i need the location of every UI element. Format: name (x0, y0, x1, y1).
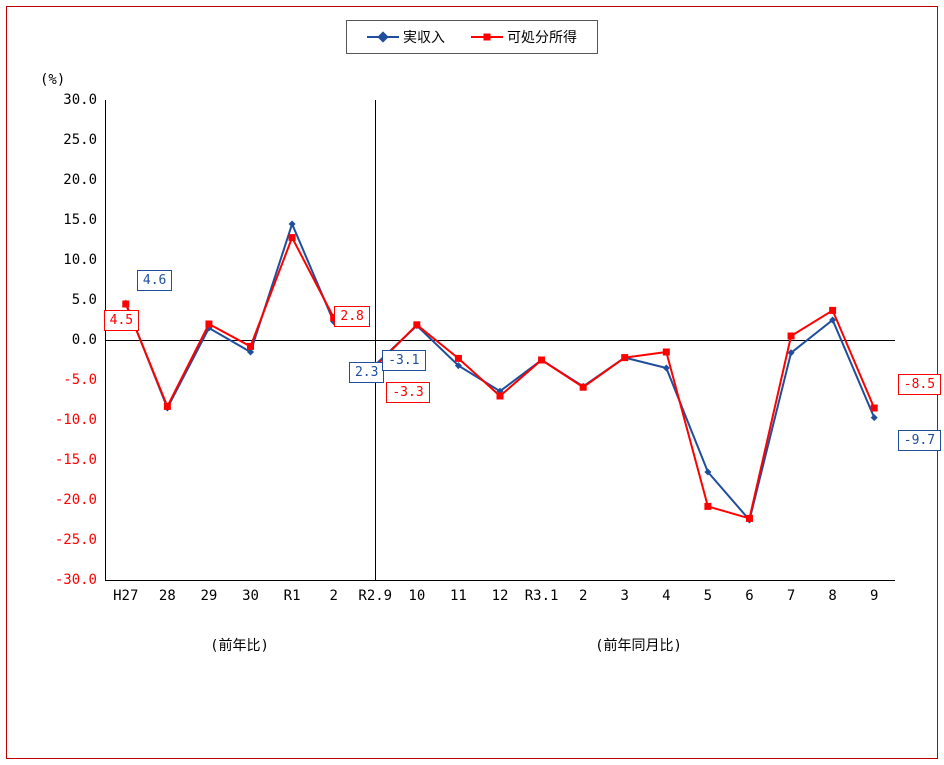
x-tick-label: 30 (242, 588, 259, 604)
x-tick-label: 12 (492, 588, 509, 604)
plot-area: -30.0-25.0-20.0-15.0-10.0-5.00.05.010.01… (105, 100, 895, 580)
x-tick-label: 4 (662, 588, 670, 604)
data-callout: 4.5 (104, 310, 139, 331)
x-sublabel-right: (前年同月比) (595, 635, 682, 655)
x-tick-label: 28 (159, 588, 176, 604)
data-callout: 2.8 (334, 306, 369, 327)
y-tick-label: 0.0 (72, 332, 97, 348)
y-tick-label: 25.0 (63, 132, 97, 148)
legend-label-2: 可処分所得 (507, 27, 577, 47)
x-tick-label: 9 (870, 588, 878, 604)
y-axis-unit: (%) (40, 72, 65, 88)
data-callout: 2.3 (349, 362, 384, 383)
chart-container: 実収入 可処分所得 (%) -30.0-25.0-20.0-15.0-10.0-… (0, 0, 944, 765)
data-callout: -3.1 (382, 350, 425, 371)
y-tick-label: 10.0 (63, 252, 97, 268)
legend-item-2: 可処分所得 (471, 27, 577, 47)
y-tick-label: -10.0 (55, 412, 97, 428)
y-tick-label: 20.0 (63, 172, 97, 188)
data-callout: 4.6 (137, 270, 172, 291)
x-tick-label: R2.9 (358, 588, 392, 604)
y-tick-label: -15.0 (55, 452, 97, 468)
x-tick-label: 5 (704, 588, 712, 604)
x-tick-label: H27 (113, 588, 138, 604)
x-tick-label: 7 (787, 588, 795, 604)
y-tick-label: -5.0 (63, 372, 97, 388)
y-tick-label: 5.0 (72, 292, 97, 308)
x-tick-label: R3.1 (525, 588, 559, 604)
legend-marker-1 (367, 36, 399, 38)
y-tick-label: -30.0 (55, 572, 97, 588)
data-callout: -8.5 (898, 374, 941, 395)
data-callout: -3.3 (386, 382, 429, 403)
y-tick-label: -25.0 (55, 532, 97, 548)
x-tick-label: 2 (579, 588, 587, 604)
x-tick-label: 10 (408, 588, 425, 604)
x-tick-label: 2 (329, 588, 337, 604)
data-callout: -9.7 (898, 430, 941, 451)
x-tick-label: 3 (621, 588, 629, 604)
x-tick-label: R1 (284, 588, 301, 604)
x-tick-label: 11 (450, 588, 467, 604)
x-tick-label: 29 (201, 588, 218, 604)
legend-marker-2 (471, 36, 503, 38)
y-tick-label: 15.0 (63, 212, 97, 228)
legend-item-1: 実収入 (367, 27, 445, 47)
y-tick-label: -20.0 (55, 492, 97, 508)
legend: 実収入 可処分所得 (346, 20, 598, 54)
legend-label-1: 実収入 (403, 27, 445, 47)
x-tick-label: 8 (828, 588, 836, 604)
y-tick-label: 30.0 (63, 92, 97, 108)
x-tick-label: 6 (745, 588, 753, 604)
x-sublabel-left: (前年比) (210, 635, 269, 655)
